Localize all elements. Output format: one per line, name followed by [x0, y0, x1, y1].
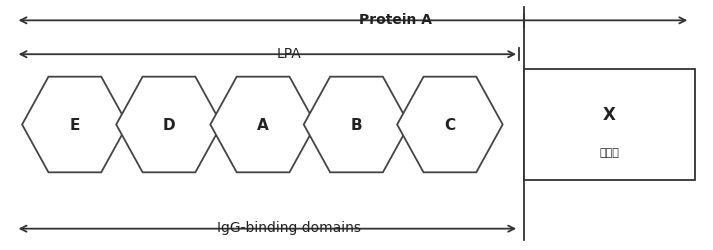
Text: A: A [257, 118, 269, 132]
Text: Protein A: Protein A [359, 13, 432, 27]
Polygon shape [397, 77, 503, 173]
Text: C: C [444, 118, 456, 132]
Text: 细胞壁: 细胞壁 [600, 148, 620, 158]
Polygon shape [116, 77, 222, 173]
Text: IgG-binding domains: IgG-binding domains [217, 220, 361, 234]
Text: E: E [70, 118, 80, 132]
Text: X: X [603, 106, 616, 124]
Polygon shape [210, 77, 316, 173]
Text: D: D [163, 118, 175, 132]
Bar [524, 70, 695, 180]
Text: LPA: LPA [277, 47, 301, 61]
Polygon shape [304, 77, 409, 173]
Text: B: B [351, 118, 362, 132]
Polygon shape [22, 77, 128, 173]
